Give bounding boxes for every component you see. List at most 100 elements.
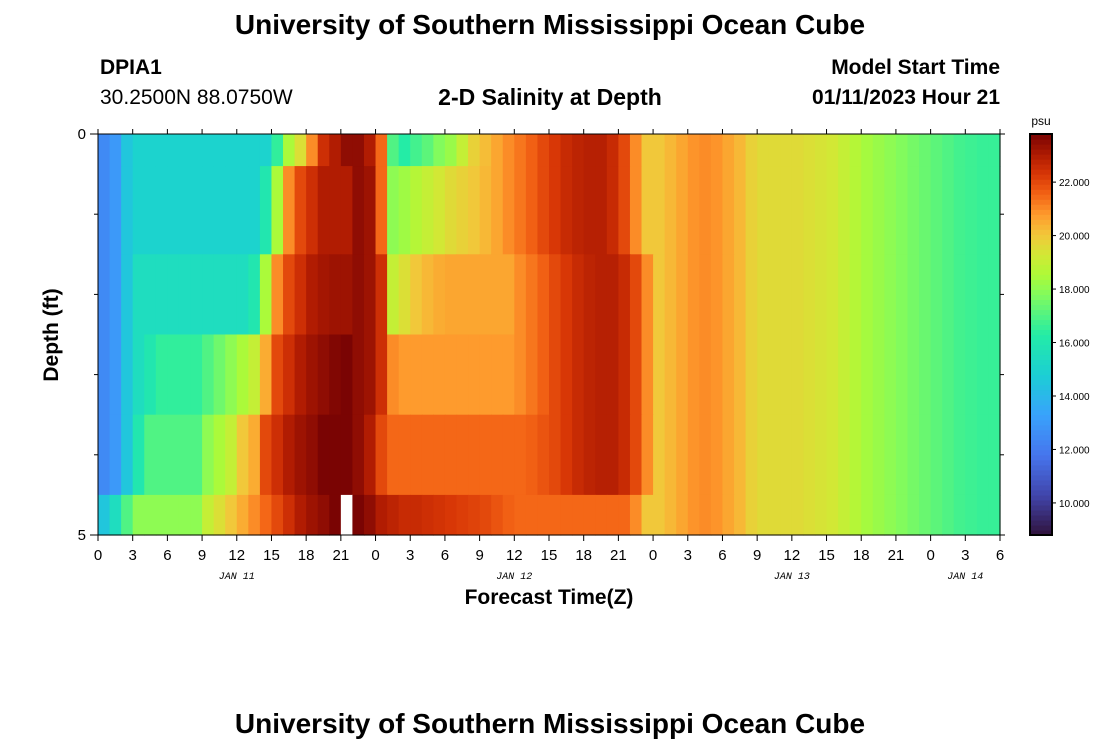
colorbar-strip — [1030, 414, 1052, 421]
heatmap-cell — [572, 166, 585, 255]
heatmap-cell — [352, 134, 365, 167]
axes: 0 3 6 9 12 15 18 21 0 3 6 9 12 15 18 21 0 3 6 9 12 15 18 21 0 3 6 J… — [78, 126, 1005, 583]
heatmap-cell — [919, 134, 932, 167]
heatmap-cell — [976, 254, 990, 336]
colorbar-strip — [1030, 299, 1052, 306]
heatmap-cell — [433, 494, 446, 536]
heatmap-cell — [387, 166, 400, 255]
heatmap-cell — [225, 134, 238, 167]
x-tick-label: 12 — [228, 547, 245, 564]
heatmap-cell — [976, 134, 990, 167]
heatmap-cell — [988, 166, 1001, 255]
heatmap-cell — [757, 134, 770, 167]
heatmap-cell — [907, 334, 920, 416]
heatmap-cell — [514, 414, 527, 496]
colorbar-strip — [1030, 429, 1052, 436]
x-tick-label: 9 — [198, 547, 206, 564]
heatmap-cell — [583, 134, 596, 167]
heatmap-cell — [144, 334, 157, 416]
heatmap-cell — [502, 414, 515, 496]
heatmap-cell — [363, 414, 377, 496]
colorbar-strip — [1030, 289, 1052, 295]
x-day-label: JAN 12 — [496, 572, 532, 583]
heatmap-cell — [780, 166, 793, 255]
heatmap-cell — [942, 494, 955, 536]
heatmap-cell — [664, 414, 677, 496]
heatmap-cell — [271, 494, 284, 536]
heatmap-cell — [456, 414, 469, 496]
heatmap-cell — [803, 334, 816, 416]
heatmap-cell — [583, 494, 596, 536]
heatmap-cell — [768, 254, 781, 336]
heatmap-cell-missing — [340, 494, 354, 536]
colorbar-strip — [1030, 359, 1052, 366]
colorbar-strip — [1030, 514, 1052, 521]
heatmap-cell — [884, 254, 897, 336]
heatmap-cell — [595, 254, 608, 336]
heatmap-cell — [98, 134, 111, 167]
heatmap-cell — [826, 134, 839, 167]
heatmap-cell — [872, 494, 885, 536]
station-id: DPIA1 — [100, 56, 162, 79]
heatmap-cell — [132, 334, 145, 416]
heatmap-cell — [618, 134, 631, 167]
heatmap-cell — [340, 334, 354, 416]
heatmap-cell — [687, 494, 700, 536]
heatmap-cell — [549, 494, 562, 536]
station-coordinates: 30.2500N 88.0750W — [100, 86, 293, 109]
page-title: University of Southern Mississippi Ocean… — [234, 9, 866, 40]
heatmap-cell — [942, 334, 955, 416]
heatmap-cell — [294, 414, 307, 496]
heatmap-cell — [745, 166, 758, 255]
heatmap-cell — [641, 414, 654, 496]
heatmap-cell — [491, 254, 504, 336]
heatmap-cell — [444, 166, 458, 255]
heatmap-cell — [745, 134, 758, 167]
heatmap-cell — [919, 334, 932, 416]
colorbar-strip — [1030, 279, 1052, 285]
heatmap-cell — [410, 166, 423, 255]
heatmap-cell — [109, 414, 122, 496]
heatmap-cell — [225, 494, 238, 536]
heatmap-cell — [433, 414, 446, 496]
heatmap-cell — [595, 134, 608, 167]
heatmap-cell — [814, 254, 828, 336]
heatmap-cell — [352, 254, 365, 336]
heatmap-cell — [676, 134, 689, 167]
heatmap-cell — [433, 166, 446, 255]
heatmap-cell — [942, 134, 955, 167]
heatmap-cell — [514, 494, 527, 536]
heatmap-cell — [491, 166, 504, 255]
heatmap-cell — [491, 334, 504, 416]
heatmap-cell — [213, 334, 226, 416]
heatmap-cell — [780, 414, 793, 496]
heatmap-cell — [629, 414, 643, 496]
colorbar-strip — [1030, 384, 1052, 391]
colorbar-strip — [1030, 264, 1052, 270]
heatmap-cell — [560, 494, 573, 536]
heatmap-cell — [722, 134, 735, 167]
x-tick-label: 18 — [853, 547, 870, 564]
heatmap-cell — [803, 494, 816, 536]
heatmap-cell — [248, 166, 261, 255]
heatmap-cell — [329, 134, 342, 167]
heatmap-cell — [791, 134, 805, 167]
heatmap-cell — [919, 166, 932, 255]
heatmap-cell — [375, 334, 388, 416]
heatmap-cell — [676, 414, 689, 496]
heatmap-cell — [398, 494, 411, 536]
heatmap-cell — [329, 334, 342, 416]
heatmap-cell — [410, 254, 423, 336]
heatmap-cell — [283, 414, 296, 496]
colorbar-strip — [1030, 389, 1052, 396]
heatmap-cell — [710, 254, 724, 336]
heatmap-cell — [734, 254, 747, 336]
colorbar-tick-label: 20.000 — [1059, 232, 1090, 243]
heatmap-cell — [953, 494, 966, 536]
heatmap-cell — [849, 494, 862, 536]
heatmap-cell — [826, 494, 839, 536]
heatmap-cell — [699, 494, 712, 536]
heatmap-cell — [791, 494, 805, 536]
heatmap-cell — [132, 166, 145, 255]
heatmap-cell — [109, 166, 122, 255]
